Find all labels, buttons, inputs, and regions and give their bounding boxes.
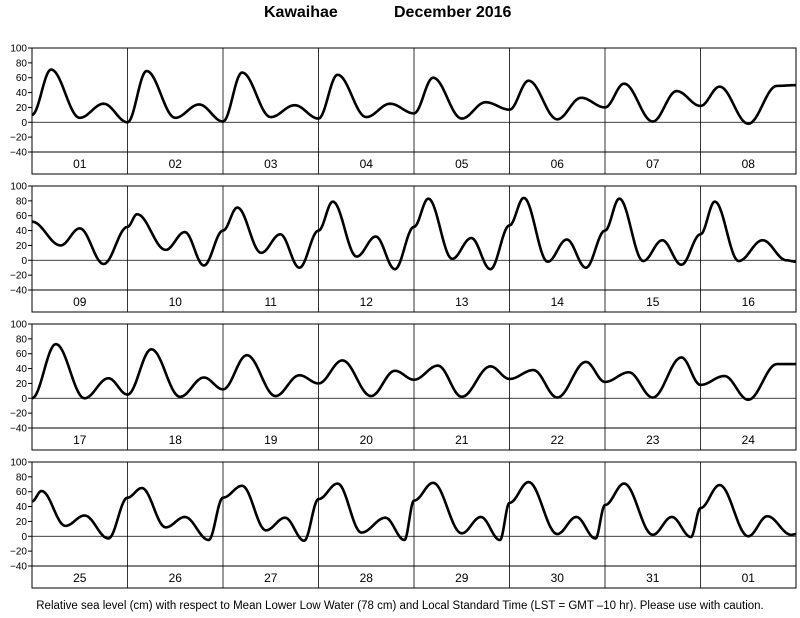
y-tick-label: 80 [16, 334, 28, 345]
day-label: 02 [169, 157, 183, 171]
day-label: 03 [264, 157, 278, 171]
day-label: 26 [169, 571, 183, 585]
day-label: 24 [742, 433, 756, 447]
day-label: 28 [360, 571, 374, 585]
day-label: 29 [455, 571, 469, 585]
y-tick-label: −40 [10, 424, 27, 435]
footnote: Relative sea level (cm) with respect to … [36, 600, 764, 612]
day-label: 13 [455, 295, 469, 309]
y-tick-label: −40 [10, 562, 27, 573]
y-tick-label: −20 [10, 409, 27, 420]
y-tick-label: 100 [10, 182, 27, 193]
y-tick-label: 0 [21, 118, 27, 129]
title-location: Kawaihae [264, 4, 338, 21]
day-label: 25 [73, 571, 87, 585]
y-tick-label: 100 [10, 320, 27, 331]
y-tick-label: 80 [16, 58, 28, 69]
day-label: 31 [646, 571, 660, 585]
day-label: 27 [264, 571, 278, 585]
tide-curve-panel-2 [31, 196, 797, 271]
tide-curve-panel-3 [31, 342, 797, 402]
y-tick-label: 80 [16, 196, 28, 207]
day-label: 01 [73, 157, 87, 171]
day-label: 07 [646, 157, 660, 171]
y-tick-label: 40 [16, 88, 28, 99]
day-label: 09 [73, 295, 87, 309]
tide-curve-panel-1 [31, 68, 797, 126]
day-label: 15 [646, 295, 660, 309]
day-label: 21 [455, 433, 469, 447]
y-tick-label: −20 [10, 271, 27, 282]
day-label: 01 [742, 571, 756, 585]
y-tick-label: 40 [16, 364, 28, 375]
y-tick-label: 100 [10, 44, 27, 55]
y-tick-label: −20 [10, 133, 27, 144]
day-label: 11 [265, 295, 278, 309]
y-tick-label: 60 [16, 487, 28, 498]
day-label: 12 [360, 295, 374, 309]
tide-curve-panel-4 [31, 480, 798, 543]
title-period: December 2016 [394, 4, 512, 21]
y-tick-label: 60 [16, 211, 28, 222]
day-label: 16 [742, 295, 756, 309]
chart-title: Kawaihae December 2016 [0, 4, 800, 26]
day-label: 14 [551, 295, 565, 309]
day-label: 10 [169, 295, 183, 309]
y-tick-label: 100 [10, 458, 27, 469]
day-label: 05 [455, 157, 469, 171]
day-label: 22 [551, 433, 565, 447]
y-tick-label: −40 [10, 286, 27, 297]
y-tick-label: 0 [21, 532, 27, 543]
y-tick-label: 60 [16, 73, 28, 84]
y-tick-label: 20 [16, 379, 28, 390]
y-tick-label: 0 [21, 394, 27, 405]
y-tick-label: −40 [10, 148, 27, 159]
day-label: 08 [742, 157, 756, 171]
y-tick-label: −20 [10, 547, 27, 558]
y-tick-label: 20 [16, 241, 28, 252]
y-tick-label: 0 [21, 256, 27, 267]
y-tick-label: 20 [16, 103, 28, 114]
y-tick-label: 20 [16, 517, 28, 528]
y-tick-label: 60 [16, 349, 28, 360]
y-tick-label: 40 [16, 226, 28, 237]
day-label: 19 [264, 433, 278, 447]
day-label: 17 [73, 433, 87, 447]
day-label: 23 [646, 433, 660, 447]
day-label: 18 [169, 433, 183, 447]
day-label: 30 [551, 571, 565, 585]
day-label: 06 [551, 157, 565, 171]
y-tick-label: 40 [16, 502, 28, 513]
y-tick-label: 80 [16, 472, 28, 483]
day-label: 20 [360, 433, 374, 447]
day-label: 04 [360, 157, 374, 171]
